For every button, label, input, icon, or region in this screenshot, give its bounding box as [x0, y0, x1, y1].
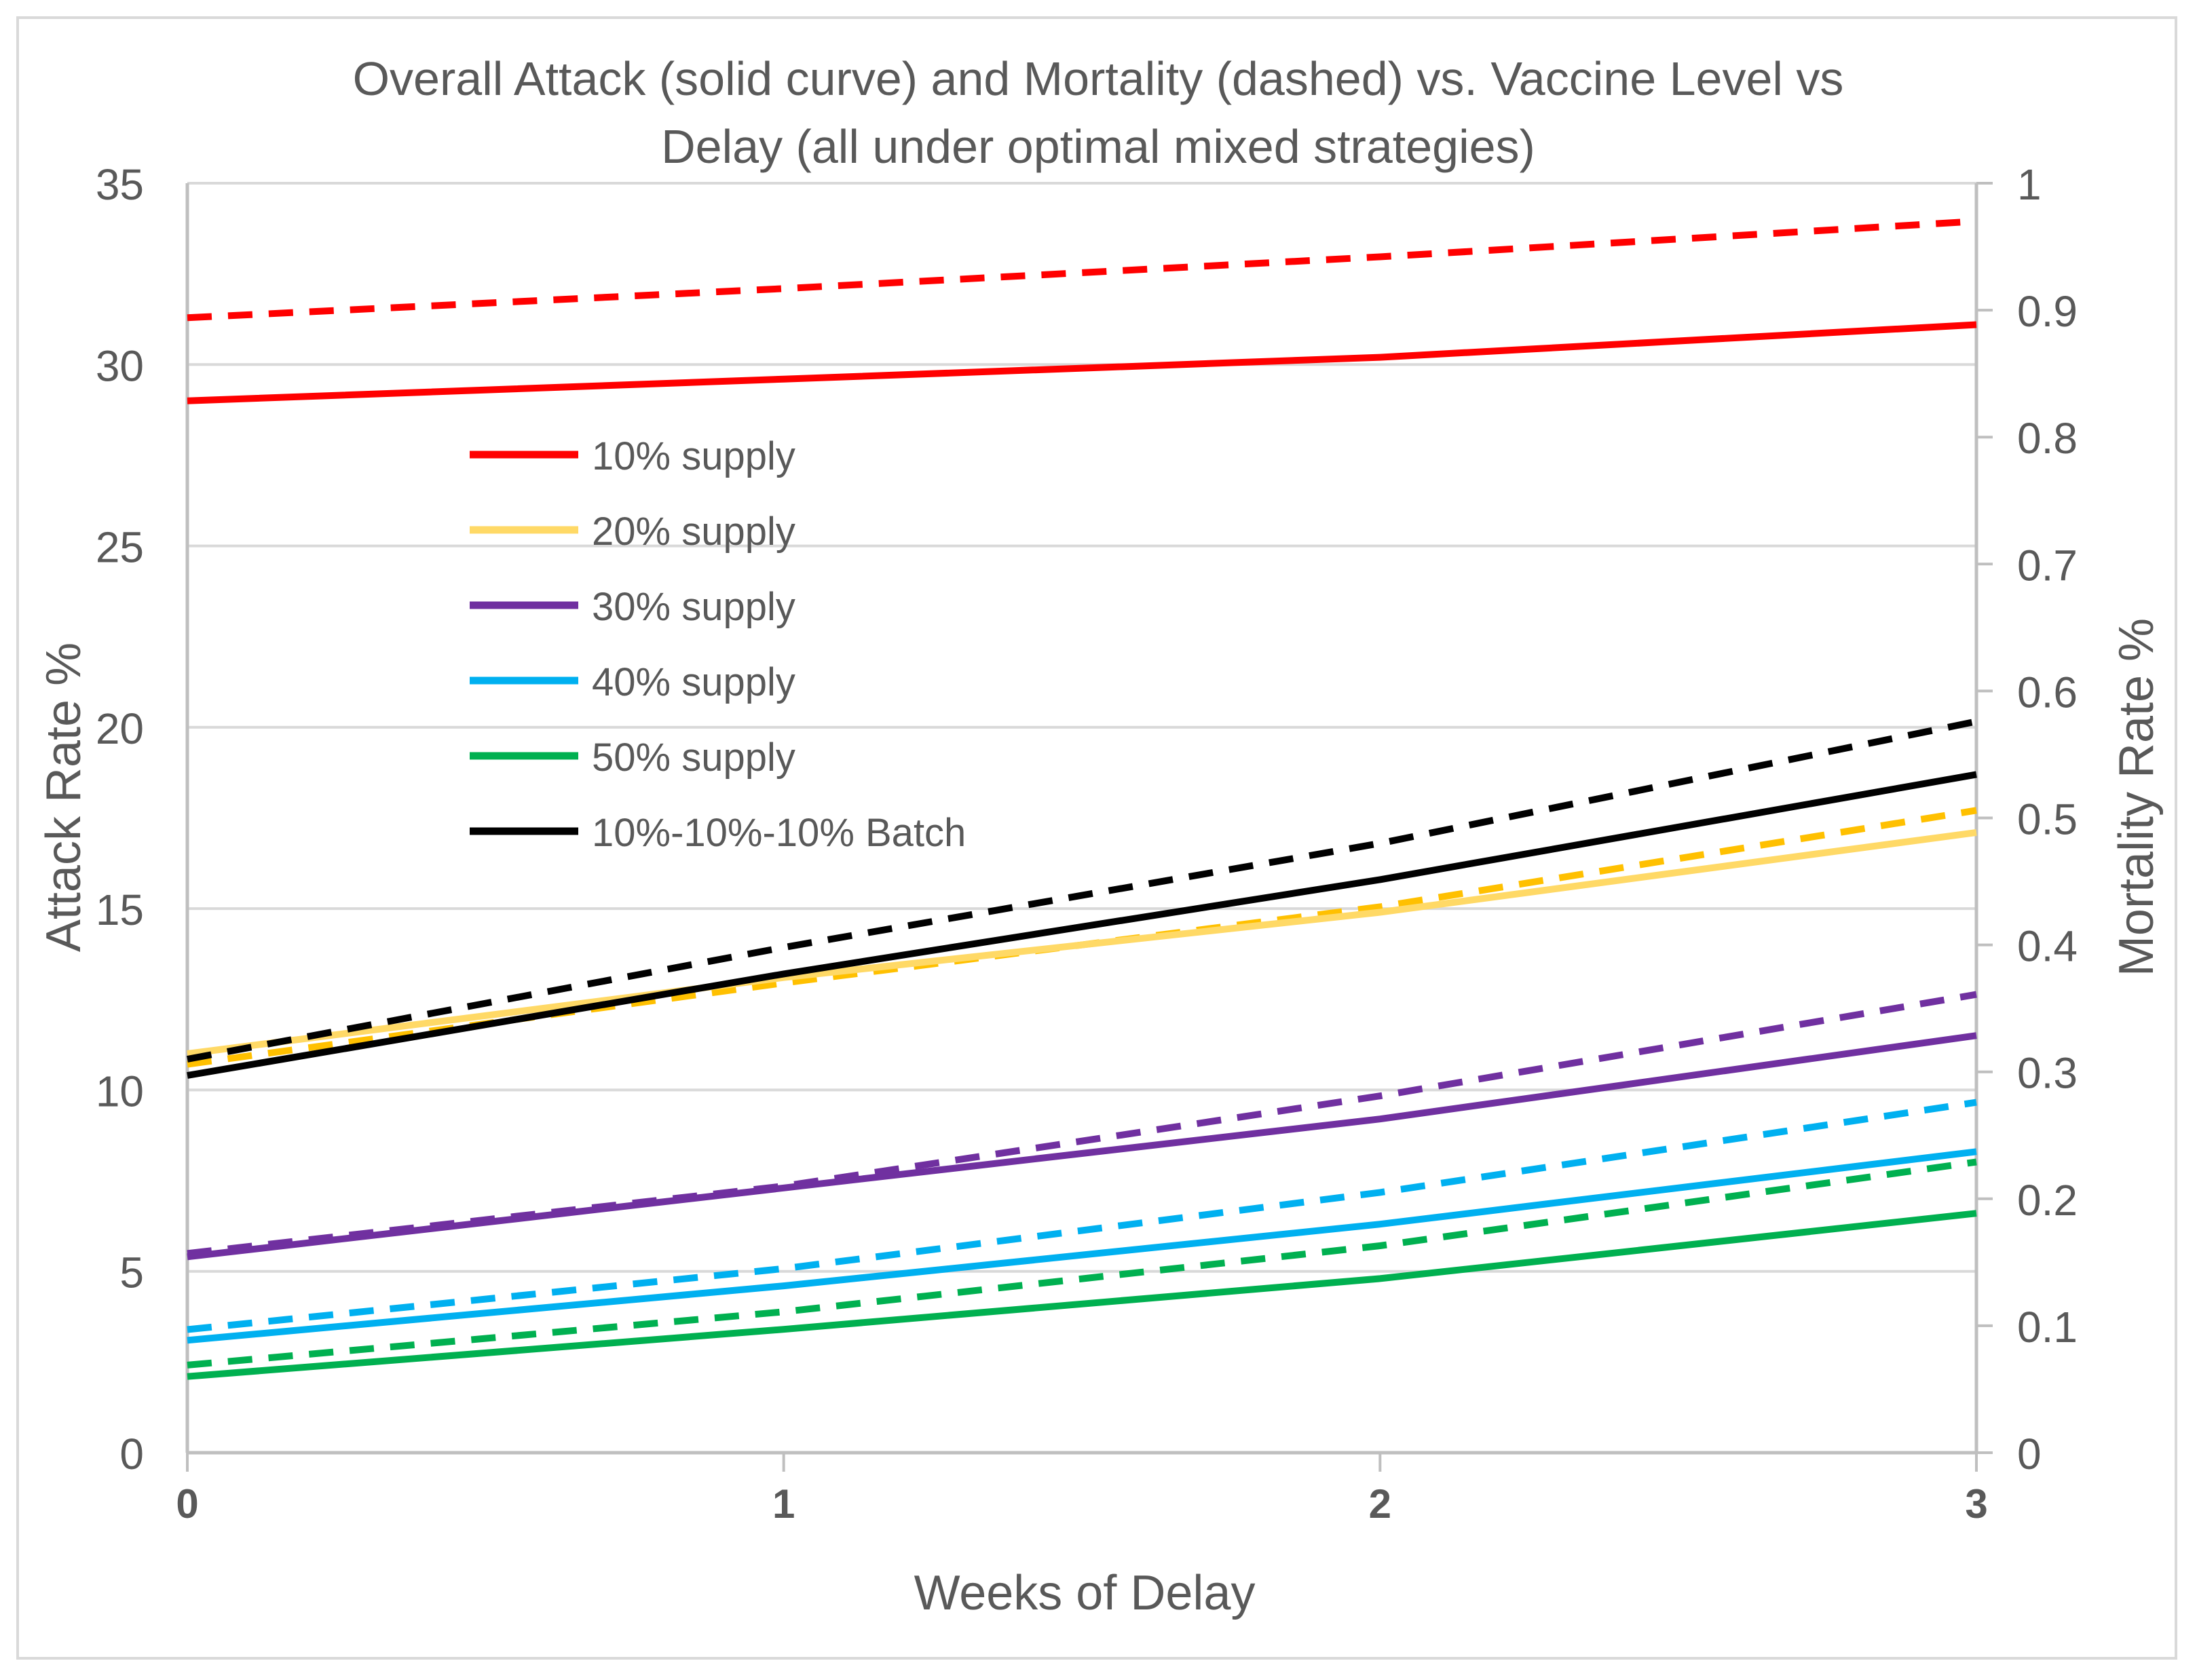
- y-tick-right-label: 0.8: [2017, 414, 2078, 463]
- series-50pct-supply-mortality-line: [187, 1158, 1977, 1369]
- y-tick-left-label: 20: [96, 704, 144, 753]
- x-tick-label: 0: [176, 1481, 198, 1527]
- y-tick-left-label: 10: [96, 1067, 144, 1115]
- gridlines: [187, 182, 1976, 1273]
- series-10pct-10pct-10pct-batch-mortality-line: [187, 718, 1978, 1063]
- y-axis-label-left: Attack Rate %: [37, 643, 91, 952]
- chart-title-line-2: Delay (all under optimal mixed strategie…: [661, 120, 1535, 173]
- series-10pct-supply-attack-line: [187, 321, 1977, 404]
- legend-label-10pct-10pct-10pct-batch: 10%-10%-10% Batch: [592, 811, 966, 855]
- y-tick-left-label: 35: [96, 160, 144, 209]
- series-10pct-10pct-10pct-batch-attack-line: [187, 771, 1977, 1079]
- y-tick-right-label: 1: [2017, 160, 2042, 209]
- series-40pct-supply-mortality-line: [187, 1099, 1977, 1333]
- y-tick-right-label: 0.9: [2017, 287, 2078, 336]
- legend-label-30pct-supply: 30% supply: [592, 585, 795, 629]
- y-tick-left-label: 5: [119, 1248, 144, 1297]
- series-lines: [187, 218, 1978, 1380]
- y-tick-right-label: 0.4: [2017, 922, 2078, 971]
- y-tick-right-label: 0.5: [2017, 795, 2078, 844]
- axes: 0510152025303500.10.20.30.40.50.60.70.80…: [96, 160, 2078, 1527]
- y-tick-right-label: 0.1: [2017, 1303, 2078, 1352]
- chart-frame: [16, 16, 2177, 1660]
- legend-label-10pct-supply: 10% supply: [592, 434, 795, 478]
- series-30pct-supply-attack-line: [187, 1032, 1977, 1261]
- legend-label-40pct-supply: 40% supply: [592, 660, 795, 704]
- series-20pct-supply-attack-line: [187, 828, 1977, 1057]
- x-tick-label: 1: [772, 1481, 795, 1527]
- series-10pct-supply-mortality-line: [187, 218, 1977, 322]
- y-tick-right-label: 0.7: [2017, 541, 2078, 590]
- legend-label-20pct-supply: 20% supply: [592, 510, 795, 554]
- chart-title-line-1: Overall Attack (solid curve) and Mortali…: [353, 52, 1844, 105]
- y-tick-right-label: 0: [2017, 1430, 2042, 1478]
- legend: 10% supply 20% supply 30% supply 40% supply…: [470, 434, 966, 855]
- x-tick-label: 3: [1965, 1481, 1987, 1527]
- y-tick-left-label: 0: [119, 1430, 144, 1478]
- y-tick-right-label: 0.2: [2017, 1176, 2078, 1225]
- y-tick-right-label: 0.6: [2017, 668, 2078, 717]
- x-tick-label: 2: [1369, 1481, 1391, 1527]
- series-50pct-supply-attack-line: [187, 1210, 1977, 1380]
- y-axis-label-right: Mortality Rate %: [2109, 618, 2164, 976]
- y-tick-left-label: 15: [96, 885, 144, 934]
- series-40pct-supply-attack-line: [187, 1148, 1977, 1344]
- y-tick-left-label: 30: [96, 341, 144, 390]
- x-axis-label: Weeks of Delay: [914, 1566, 1256, 1620]
- y-tick-left-label: 25: [96, 523, 144, 572]
- legend-label-50pct-supply: 50% supply: [592, 736, 795, 780]
- y-tick-right-label: 0.3: [2017, 1049, 2078, 1098]
